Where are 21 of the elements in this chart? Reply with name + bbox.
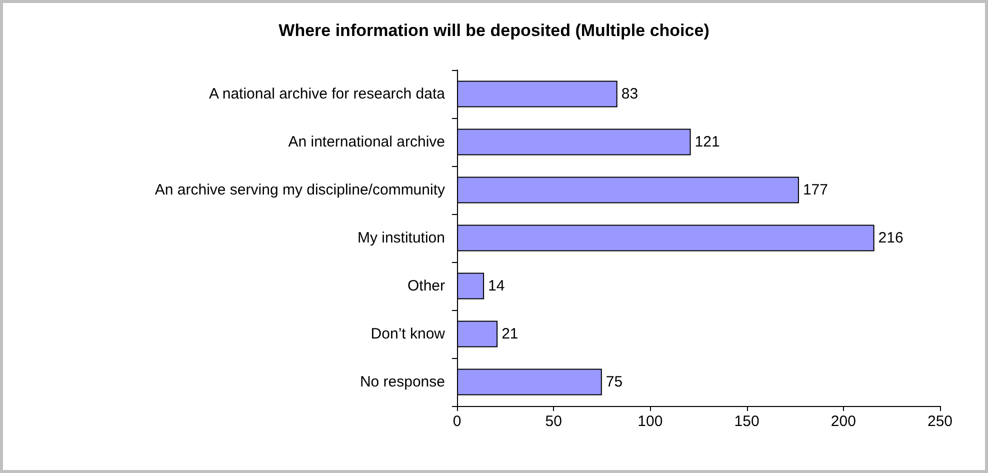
x-tick-label: 50: [545, 413, 562, 430]
data-label: 75: [606, 374, 623, 390]
x-tick-label: 200: [830, 413, 856, 430]
y-tick-label: Don’t know: [370, 326, 446, 342]
data-label: 83: [621, 86, 638, 102]
y-tick-label: My institution: [357, 230, 445, 246]
data-label: 216: [878, 230, 904, 246]
data-label: 21: [502, 326, 518, 342]
y-tick-label: An international archive: [288, 134, 445, 150]
y-tick-label: No response: [360, 374, 445, 390]
y-tick-label: A national archive for research data: [209, 86, 446, 102]
data-label: 14: [488, 278, 505, 294]
x-tick-label: 0: [452, 413, 462, 430]
y-tick-label: Other: [407, 278, 446, 294]
x-tick-label: 150: [734, 413, 760, 430]
x-tick-label: 100: [638, 413, 663, 430]
data-label: 121: [694, 134, 720, 150]
y-tick-label: An archive serving my discipline/community: [154, 182, 446, 198]
chart-title: Where information will be deposited (Multiple choice): [278, 21, 710, 40]
x-tick-label: 250: [927, 413, 953, 430]
data-label: 177: [802, 182, 828, 198]
